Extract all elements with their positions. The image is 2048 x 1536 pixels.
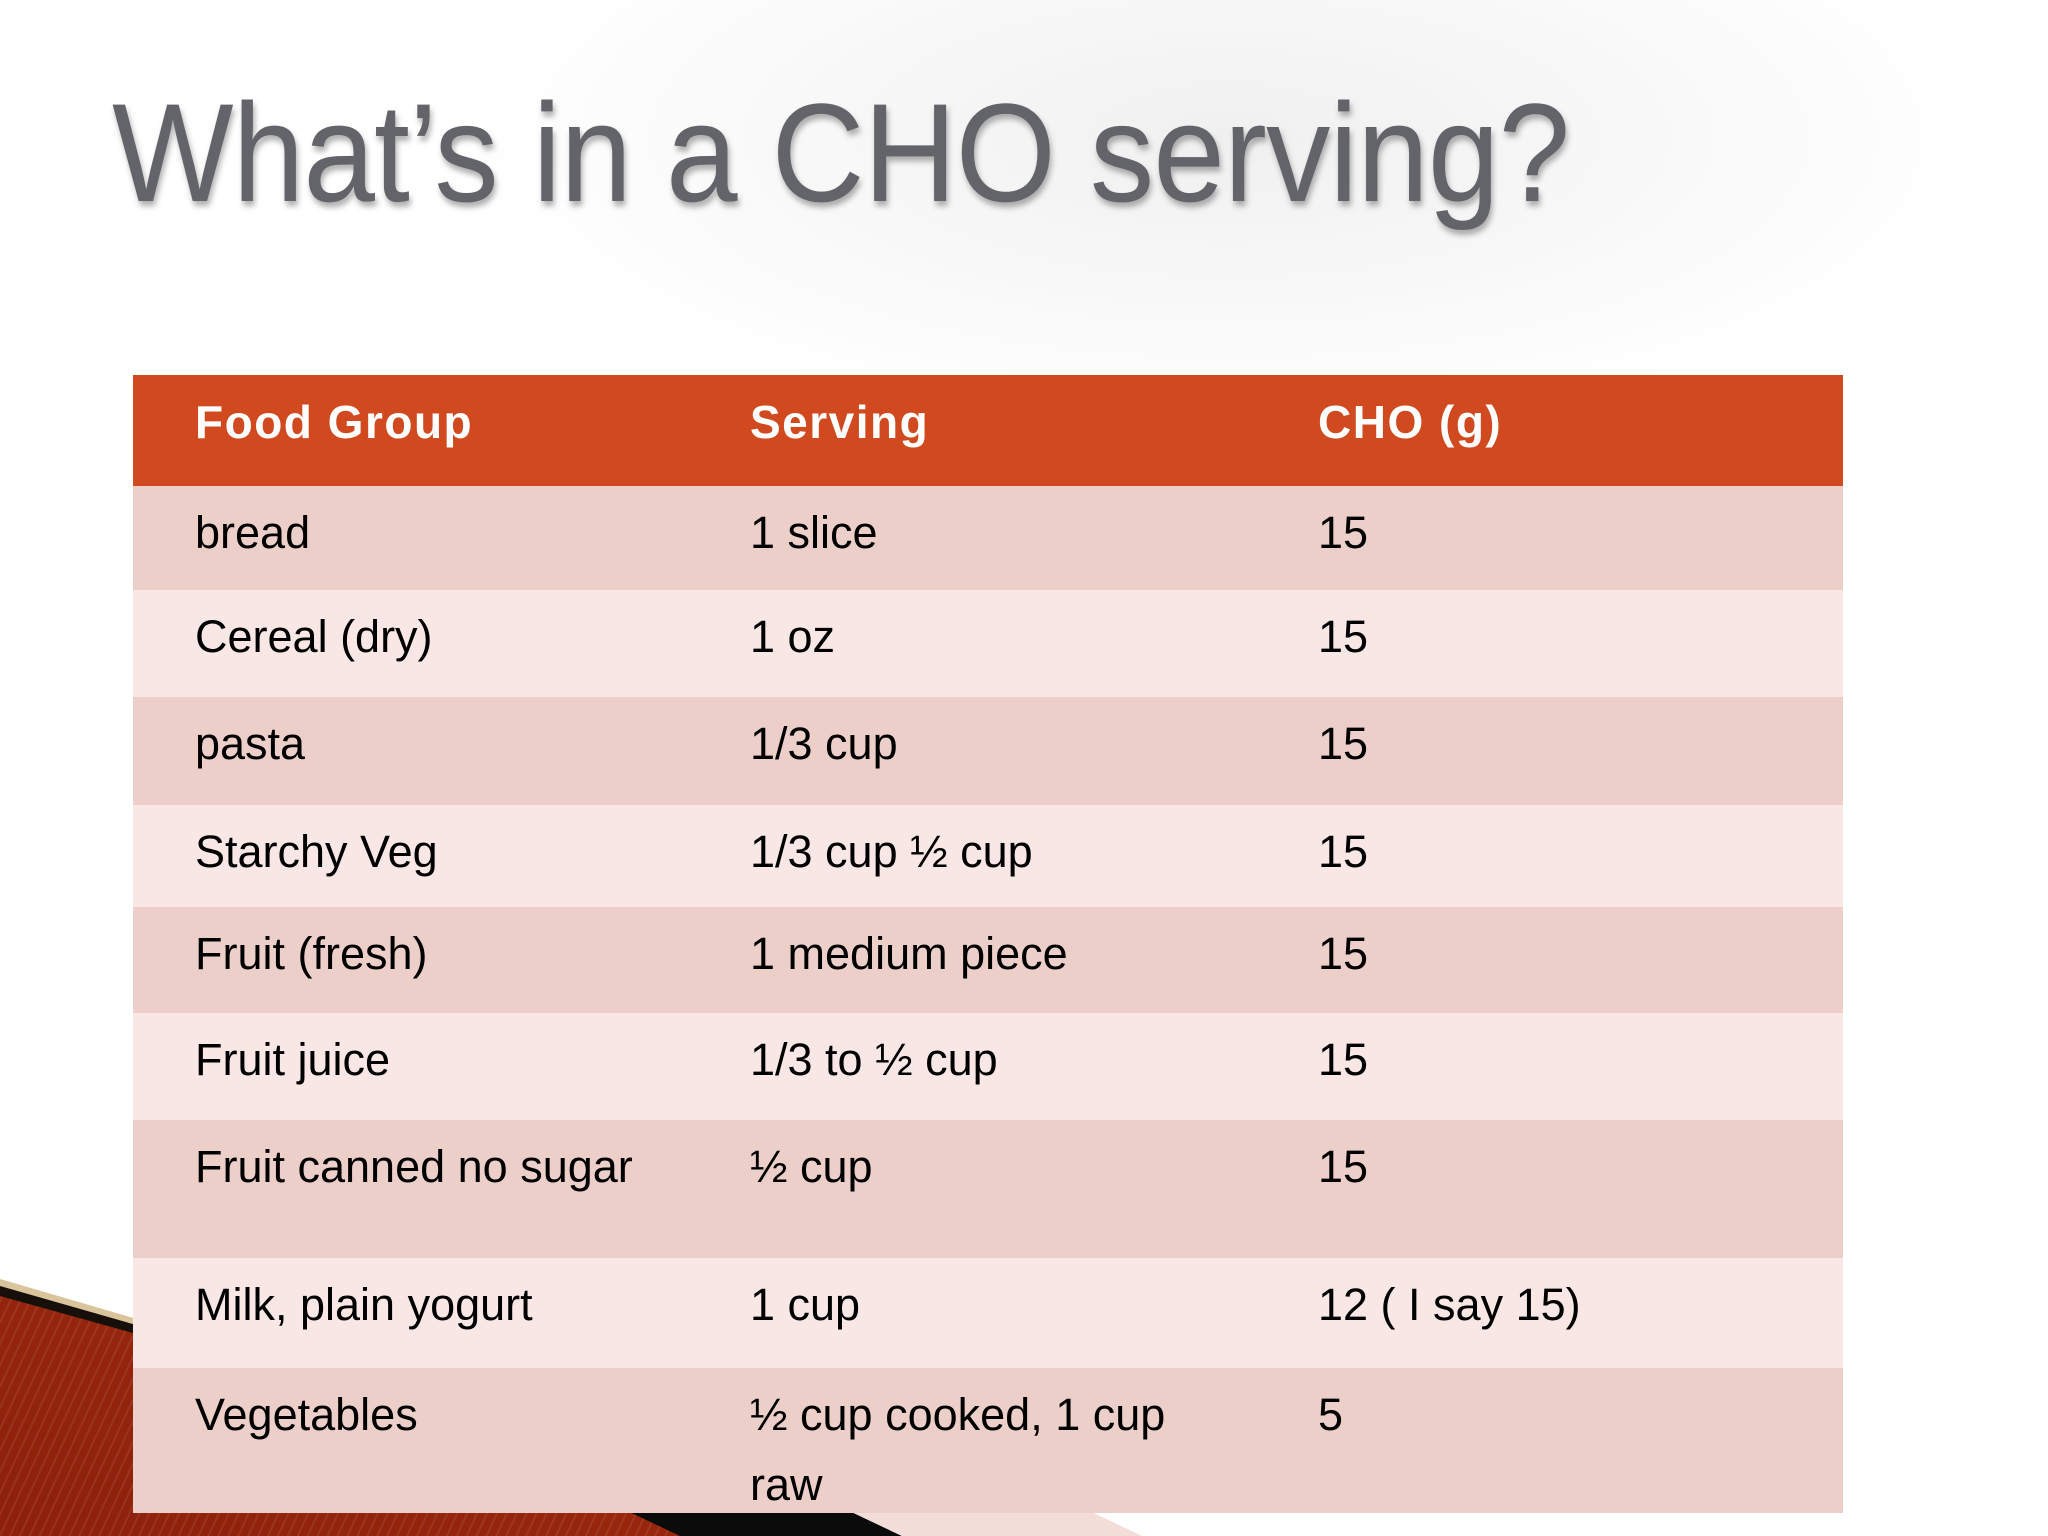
- serving-text: ½ cup cooked, 1 cup raw: [750, 1389, 1166, 1510]
- table-row: Vegetables ½ cup cooked, 1 cup raw 5: [133, 1368, 1843, 1513]
- column-header-food-group: Food Group: [195, 396, 474, 448]
- cell-cho: 15: [1318, 826, 1369, 877]
- cell-serving: 1 slice: [750, 507, 878, 558]
- slide-title: What’s in a CHO serving?: [112, 74, 1570, 231]
- cell-cho: 5: [1318, 1389, 1344, 1440]
- cell-food-group: Fruit (fresh): [195, 928, 428, 979]
- table-row: Milk, plain yogurt 1 cup 12 ( I say 15): [133, 1258, 1843, 1368]
- cell-cho: 15: [1318, 1141, 1369, 1192]
- table-row: Fruit canned no sugar ½ cup 15: [133, 1120, 1843, 1258]
- cell-cho: 15: [1318, 611, 1369, 662]
- cell-food-group: Milk, plain yogurt: [195, 1279, 533, 1330]
- cell-serving: ½ cup: [750, 1141, 873, 1192]
- cell-serving: 1 medium piece: [750, 928, 1068, 979]
- cell-cho: 12 ( I say 15): [1318, 1279, 1581, 1330]
- cell-food-group: Fruit juice: [195, 1034, 391, 1085]
- cho-serving-table: Food Group Serving CHO (g) bread 1 slice…: [133, 375, 1843, 1513]
- cell-serving: 1/3 to ½ cup: [750, 1034, 998, 1085]
- cell-food-group: Starchy Veg: [195, 826, 438, 877]
- cell-cho: 15: [1318, 928, 1369, 979]
- column-header-cho: CHO (g): [1318, 396, 1503, 448]
- cell-cho: 15: [1318, 507, 1369, 558]
- table-row: Cereal (dry) 1 oz 15: [133, 590, 1843, 697]
- table-row: Fruit (fresh) 1 medium piece 15: [133, 907, 1843, 1013]
- cell-serving: ½ cup cooked, 1 cup raw: [710, 1368, 1290, 1513]
- table-row: Fruit juice 1/3 to ½ cup 15: [133, 1013, 1843, 1120]
- cell-cho: 15: [1318, 1034, 1369, 1085]
- cell-food-group: Vegetables: [195, 1389, 418, 1440]
- table-row: pasta 1/3 cup 15: [133, 697, 1843, 805]
- cell-food-group: bread: [195, 507, 311, 558]
- cell-food-group: Fruit canned no sugar: [195, 1141, 633, 1192]
- table-row: Starchy Veg 1/3 cup ½ cup 15: [133, 805, 1843, 907]
- cell-serving: 1 cup: [750, 1279, 861, 1330]
- cell-food-group: pasta: [195, 718, 306, 769]
- cell-food-group: Cereal (dry): [195, 611, 433, 662]
- column-header-serving: Serving: [750, 396, 930, 448]
- cell-cho: 15: [1318, 718, 1369, 769]
- table-row: bread 1 slice 15: [133, 486, 1843, 590]
- cell-serving: 1 oz: [750, 611, 836, 662]
- cell-serving: 1/3 cup: [750, 718, 898, 769]
- table-header-row: Food Group Serving CHO (g): [133, 375, 1843, 486]
- cell-serving: 1/3 cup ½ cup: [750, 826, 1033, 877]
